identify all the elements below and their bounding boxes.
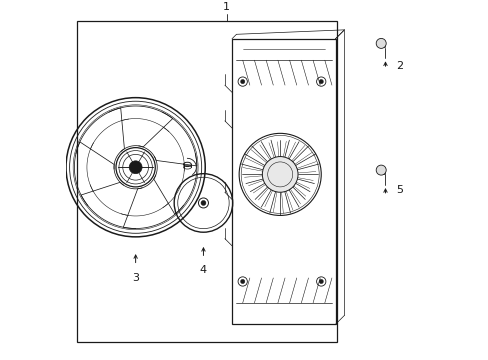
Text: 3: 3 bbox=[132, 273, 139, 283]
Circle shape bbox=[319, 279, 323, 284]
Text: 2: 2 bbox=[395, 60, 403, 71]
Bar bbox=[231, 39, 335, 324]
Circle shape bbox=[375, 39, 386, 48]
Text: 5: 5 bbox=[395, 185, 403, 195]
Ellipse shape bbox=[381, 44, 385, 48]
Circle shape bbox=[262, 157, 297, 192]
Text: 4: 4 bbox=[200, 265, 206, 275]
Text: 1: 1 bbox=[223, 2, 230, 12]
Circle shape bbox=[129, 161, 142, 174]
Circle shape bbox=[240, 80, 244, 84]
Circle shape bbox=[240, 279, 244, 284]
Bar bbox=[77, 21, 337, 342]
Circle shape bbox=[319, 80, 323, 84]
Circle shape bbox=[375, 165, 386, 175]
Ellipse shape bbox=[381, 171, 385, 175]
Circle shape bbox=[201, 201, 205, 206]
